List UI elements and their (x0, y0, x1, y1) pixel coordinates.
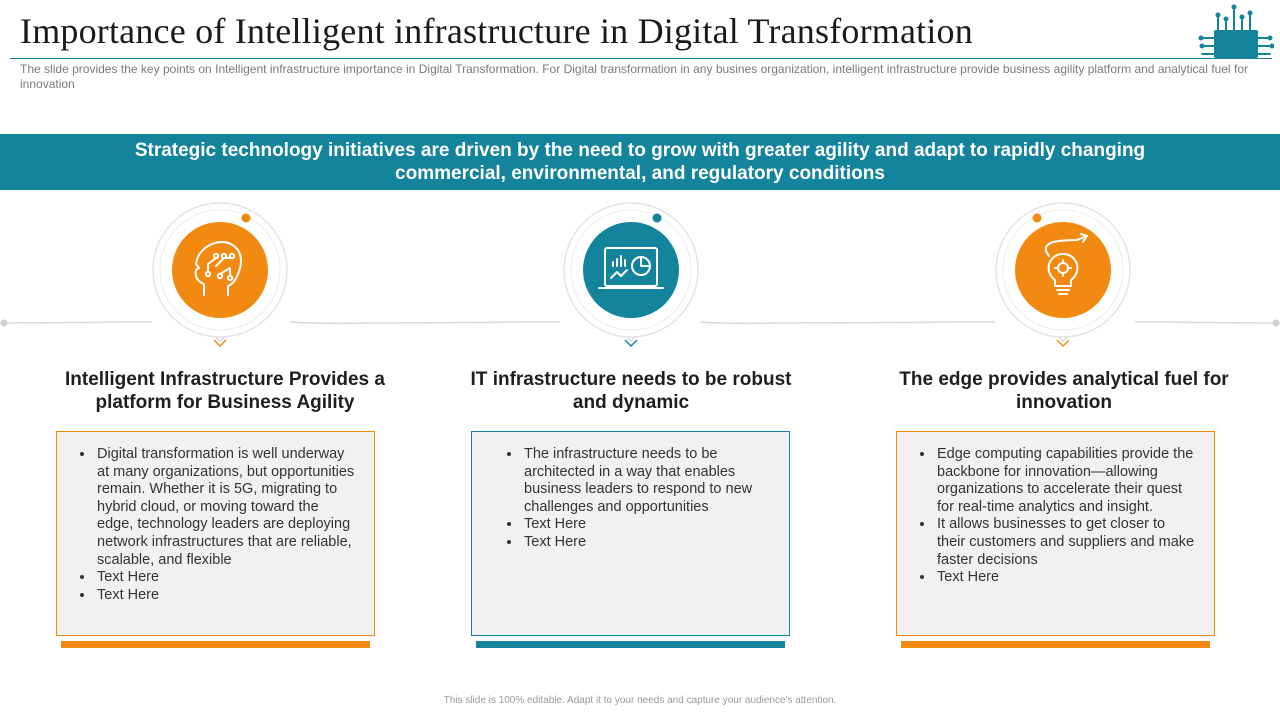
strategy-banner: Strategic technology initiatives are dri… (0, 134, 1280, 190)
innovation-circle (995, 202, 1131, 348)
card-accent-bar (901, 641, 1210, 648)
list-item: Text Here (95, 569, 356, 587)
title-divider (10, 58, 1272, 59)
robust-infrastructure-heading: IT infrastructure needs to be robust and… (470, 369, 792, 413)
bullet-list: Edge computing capabilities provide the … (897, 432, 1214, 587)
lightbulb-gear-icon (1044, 233, 1088, 295)
circuit-chip-icon (1198, 4, 1274, 58)
list-item: Digital transformation is well underway … (95, 446, 356, 569)
brain-circuit-icon (194, 241, 242, 296)
card-accent-bar (476, 641, 785, 648)
analytical-fuel-heading: The edge provides analytical fuel for in… (899, 369, 1229, 413)
list-item: Text Here (935, 569, 1196, 587)
bullet-list: The infrastructure needs to be architect… (472, 432, 789, 552)
timeline-connector (0, 319, 1280, 327)
banner-text: Strategic technology initiatives are dri… (134, 140, 1146, 184)
list-item: Text Here (522, 534, 771, 552)
analytics-laptop-icon (598, 247, 664, 289)
business-agility-card: Digital transformation is well underway … (56, 431, 375, 636)
robust-infrastructure-card: The infrastructure needs to be architect… (471, 431, 790, 636)
list-item: Text Here (95, 587, 356, 605)
list-item: It allows businesses to get closer to th… (935, 516, 1196, 569)
slide-description: The slide provides the key points on Int… (20, 62, 1248, 91)
page-title: Importance of Intelligent infrastructure… (20, 11, 973, 51)
list-item: Edge computing capabilities provide the … (935, 446, 1196, 516)
analytical-fuel-card: Edge computing capabilities provide the … (896, 431, 1215, 636)
list-item: Text Here (522, 516, 771, 534)
bullet-list: Digital transformation is well underway … (57, 432, 374, 604)
card-accent-bar (61, 641, 370, 648)
list-item: The infrastructure needs to be architect… (522, 446, 771, 516)
brain-circuit-circle (152, 202, 288, 348)
footer-note: This slide is 100% editable. Adapt it to… (443, 695, 837, 706)
business-agility-heading: Intelligent Infrastructure Provides a pl… (65, 369, 385, 413)
analytics-circle (563, 202, 699, 348)
